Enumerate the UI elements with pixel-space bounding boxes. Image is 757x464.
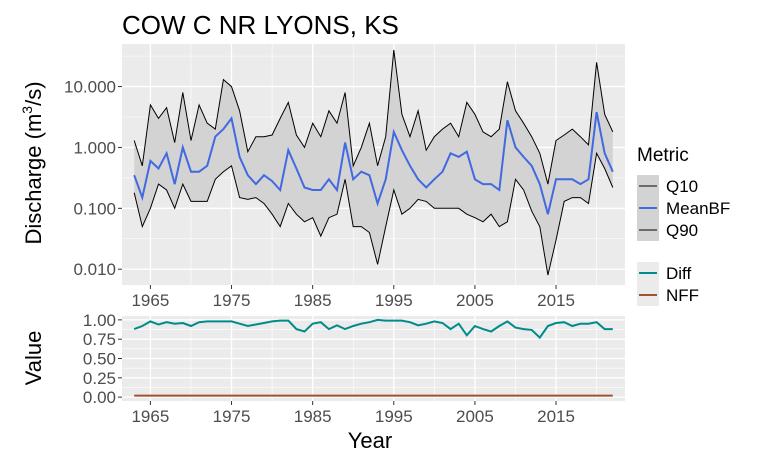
legend-title: Metric <box>637 145 689 166</box>
y-tick-label: 10.000 <box>64 78 116 97</box>
legend-label-nff: NFF <box>666 286 699 305</box>
discharge-y-ticks: 0.010 0.100 1.000 10.000 <box>64 78 122 279</box>
value-legend: Diff NFF <box>637 262 699 306</box>
x-tick-label: 1975 <box>213 407 251 426</box>
metric-legend-keys: Q10 MeanBF Q90 <box>637 175 730 241</box>
x-tick-label: 1995 <box>375 291 413 310</box>
ylabel-superscript: 3 <box>19 106 35 114</box>
x-tick-label: 2005 <box>456 291 494 310</box>
x-tick-label: 2015 <box>537 291 575 310</box>
q10-q90-band <box>134 49 613 276</box>
y-tick-label: 0.100 <box>73 199 116 218</box>
chart-title: COW C NR LYONS, KS <box>122 10 399 40</box>
value-legend-keys: Diff NFF <box>637 262 699 306</box>
x-axis-title: Year <box>348 428 392 453</box>
y-tick-label: 0.00 <box>83 388 116 407</box>
x-tick-label: 1985 <box>294 291 332 310</box>
value-y-axis-title: Value <box>21 331 46 386</box>
x-tick-label: 2015 <box>537 407 575 426</box>
x-tick-label: 1965 <box>131 407 169 426</box>
legend-label-meanbf: MeanBF <box>666 199 730 218</box>
x-tick-label: 1975 <box>213 291 251 310</box>
x-tick-label: 1965 <box>131 291 169 310</box>
value-gridlines <box>122 316 625 401</box>
value-x-ticks: 1965 1975 1985 1995 2005 2015 <box>131 401 575 426</box>
legend-label-diff: Diff <box>666 264 691 283</box>
meanbf-line <box>133 111 614 215</box>
discharge-y-axis-title: Discharge (m3/s) <box>19 81 46 244</box>
discharge-x-ticks: 1965 1975 1985 1995 2005 2015 <box>131 285 575 310</box>
metric-legend: Metric Q10 MeanBF Q90 <box>637 145 730 241</box>
value-panel: 0.000.250.500.751.00 1965 1975 1985 1995 200… <box>83 311 625 426</box>
q10-line <box>133 49 614 185</box>
x-tick-label: 1985 <box>294 407 332 426</box>
y-tick-label: 1.00 <box>83 311 116 330</box>
y-tick-label: 0.010 <box>73 260 116 279</box>
ylabel-end: /s) <box>21 81 46 105</box>
value-y-ticks: 0.000.250.500.751.00 <box>83 311 122 407</box>
discharge-panel: 0.010 0.100 1.000 10.000 1965 1975 1985 1995 20… <box>64 44 625 310</box>
x-tick-label: 1995 <box>375 407 413 426</box>
q90-line <box>133 151 614 276</box>
legend-label-q10: Q10 <box>666 177 698 196</box>
ylabel-base: Discharge (m <box>21 114 46 245</box>
y-tick-label: 0.50 <box>83 350 116 369</box>
y-tick-label: 0.75 <box>83 330 116 349</box>
x-tick-label: 2005 <box>456 407 494 426</box>
diff-line <box>133 318 613 340</box>
y-tick-label: 0.25 <box>83 369 116 388</box>
legend-label-q90: Q90 <box>666 221 698 240</box>
y-tick-label: 1.000 <box>73 138 116 157</box>
